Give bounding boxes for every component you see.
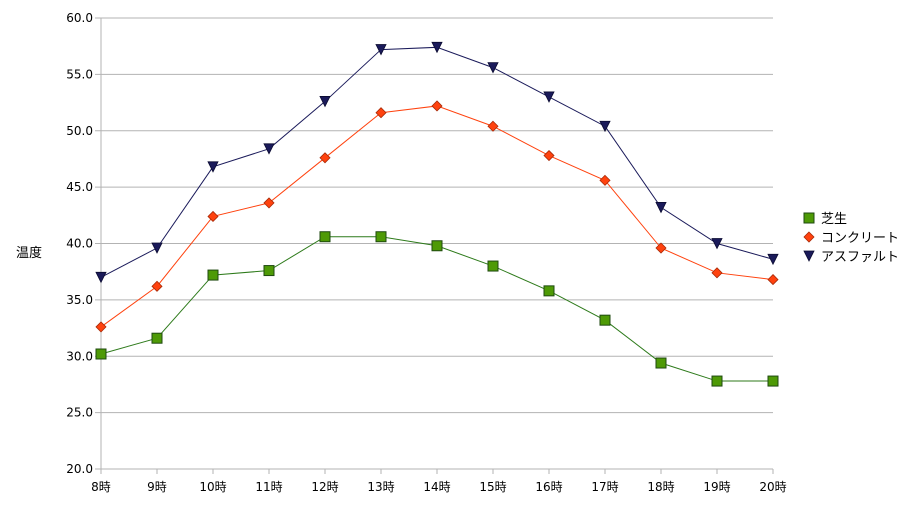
data-point	[95, 321, 107, 333]
x-tick-label: 12時	[311, 480, 338, 494]
x-axis-ticks: 8時 9時 10時 11時 12時 13時 14時 15時 16時 17時 18時 19時 20時	[91, 469, 787, 494]
y-tick-label: 40.0	[66, 237, 93, 251]
x-tick-label: 18時	[647, 480, 674, 494]
data-point	[431, 100, 443, 112]
series-group	[95, 41, 779, 387]
x-tick-label: 8時	[91, 480, 111, 494]
legend-label: コンクリート	[821, 231, 899, 246]
data-point	[207, 161, 219, 173]
series-0	[95, 231, 779, 387]
x-tick-label: 10時	[199, 480, 226, 494]
data-point	[95, 271, 107, 284]
series-2	[95, 41, 779, 284]
data-point	[319, 152, 331, 164]
y-tick-label: 25.0	[66, 406, 93, 420]
x-tick-label: 19時	[703, 480, 730, 494]
data-point	[655, 357, 667, 369]
x-tick-label: 15時	[479, 480, 506, 494]
y-axis-label: 温度	[16, 245, 42, 261]
data-point	[655, 242, 667, 254]
y-tick-label: 35.0	[66, 293, 93, 307]
data-point	[207, 269, 219, 281]
series-line	[100, 105, 774, 328]
data-point	[151, 332, 163, 344]
x-tick-label: 14時	[423, 480, 450, 494]
data-point	[711, 375, 723, 387]
data-point	[95, 348, 107, 360]
data-point	[655, 202, 667, 214]
x-tick-label: 20時	[759, 480, 786, 494]
x-tick-label: 17時	[591, 480, 618, 494]
axes	[100, 18, 773, 470]
data-point	[263, 265, 275, 277]
data-point	[487, 62, 499, 74]
y-tick-label: 20.0	[66, 462, 93, 476]
y-tick-label: 55.0	[66, 67, 93, 81]
x-tick-label: 11時	[255, 480, 282, 494]
data-point	[207, 210, 219, 223]
data-point	[375, 231, 387, 243]
legend-label: 芝生	[821, 211, 847, 227]
data-point	[543, 149, 555, 162]
y-tick-label: 45.0	[66, 180, 93, 194]
legend-marker	[803, 231, 815, 243]
data-point	[431, 240, 443, 252]
data-point	[599, 120, 611, 133]
data-point	[767, 253, 779, 266]
data-point	[375, 44, 387, 56]
data-point	[767, 274, 779, 286]
legend-label: アスファルト	[821, 250, 899, 265]
data-point	[543, 91, 555, 103]
data-point	[431, 41, 443, 54]
data-point	[711, 267, 723, 279]
data-point	[543, 285, 555, 297]
y-axis-ticks: 20.0 25.0 30.0 35.0 40.0 45.0 50.0 55.0 60.0	[66, 11, 101, 476]
data-point	[487, 120, 499, 132]
series-line	[100, 236, 773, 382]
series-1	[95, 100, 779, 333]
y-tick-label: 50.0	[66, 124, 93, 138]
x-tick-label: 13時	[367, 480, 394, 494]
data-point	[599, 314, 611, 326]
data-point	[319, 96, 331, 108]
data-point	[599, 174, 611, 186]
data-point	[487, 260, 499, 272]
data-point	[263, 143, 275, 155]
legend-marker	[803, 250, 815, 262]
x-tick-label: 9時	[147, 480, 167, 494]
data-point	[711, 238, 723, 250]
legend-marker	[803, 212, 815, 224]
data-point	[151, 280, 163, 292]
y-tick-label: 60.0	[66, 11, 93, 25]
data-point	[151, 242, 163, 254]
y-tick-label: 30.0	[66, 349, 93, 363]
data-point	[767, 375, 779, 387]
data-point	[263, 197, 275, 209]
data-point	[375, 107, 387, 119]
x-tick-label: 16時	[535, 480, 562, 494]
data-point	[319, 231, 331, 243]
